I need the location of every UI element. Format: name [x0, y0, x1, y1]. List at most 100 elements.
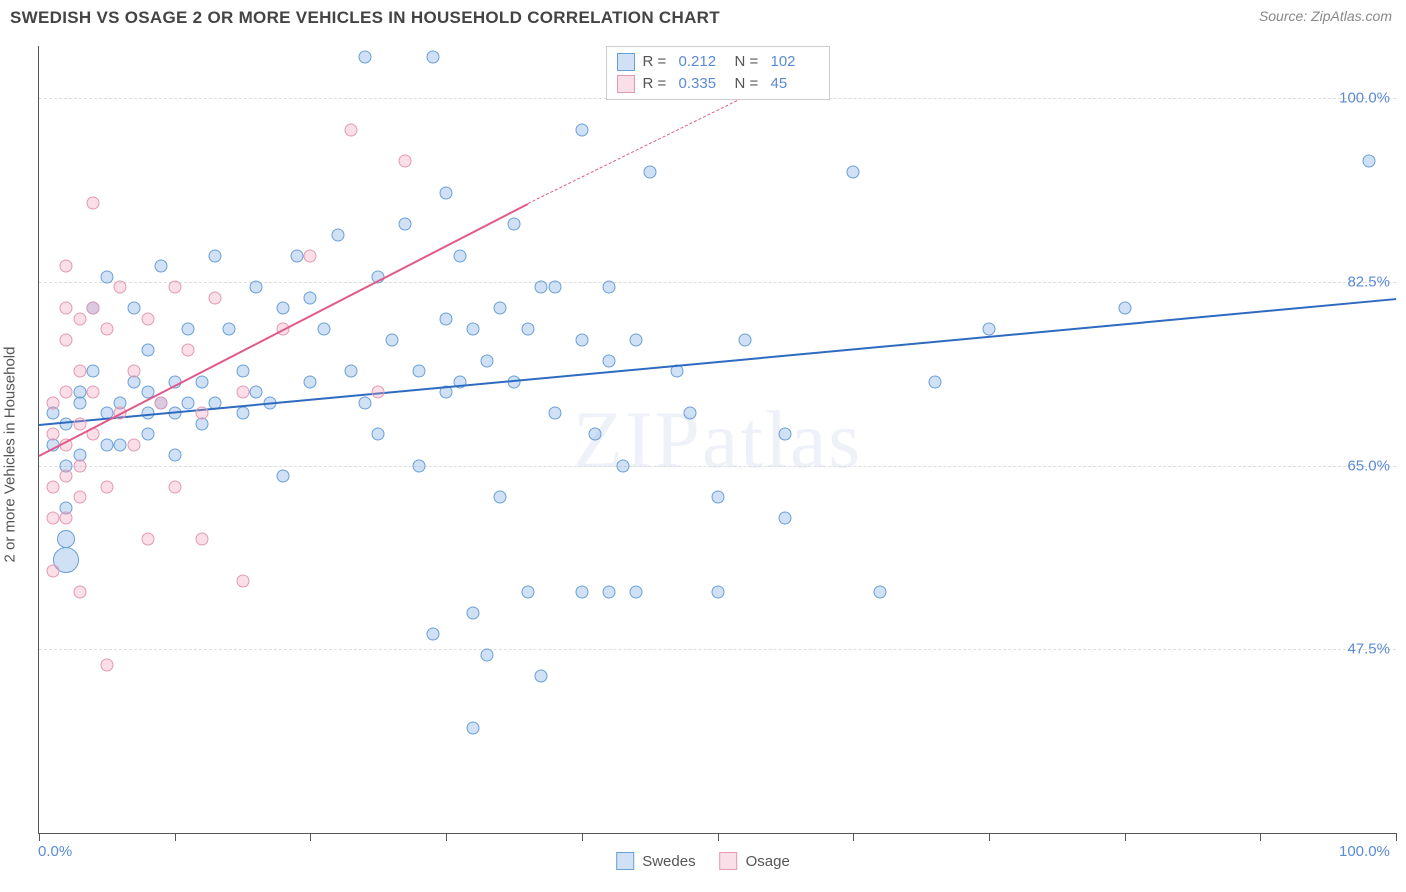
- x-tick: [1260, 833, 1261, 841]
- scatter-point: [345, 123, 358, 136]
- scatter-point: [548, 407, 561, 420]
- scatter-point: [277, 470, 290, 483]
- legend-item: Osage: [720, 852, 790, 870]
- scatter-point: [426, 50, 439, 63]
- scatter-point: [494, 491, 507, 504]
- legend-r-value: 0.212: [679, 51, 727, 73]
- scatter-point: [426, 627, 439, 640]
- scatter-point: [982, 323, 995, 336]
- x-tick: [39, 833, 40, 841]
- trend-line: [39, 298, 1396, 426]
- scatter-point: [399, 218, 412, 231]
- legend-r-label: R =: [643, 51, 671, 73]
- scatter-point: [372, 386, 385, 399]
- scatter-point: [73, 386, 86, 399]
- scatter-point: [209, 249, 222, 262]
- scatter-point: [46, 564, 59, 577]
- legend-n-value: 45: [771, 73, 819, 95]
- scatter-point: [141, 533, 154, 546]
- legend-n-label: N =: [735, 51, 763, 73]
- scatter-point: [535, 669, 548, 682]
- scatter-point: [317, 323, 330, 336]
- scatter-point: [168, 480, 181, 493]
- scatter-point: [73, 459, 86, 472]
- scatter-point: [114, 281, 127, 294]
- x-tick: [1125, 833, 1126, 841]
- x-tick-label: 100.0%: [1339, 843, 1390, 860]
- scatter-point: [630, 333, 643, 346]
- x-tick: [582, 833, 583, 841]
- scatter-point: [195, 375, 208, 388]
- scatter-point: [73, 417, 86, 430]
- scatter-point: [236, 365, 249, 378]
- legend-row: R = 0.212 N = 102: [617, 51, 819, 73]
- scatter-point: [141, 428, 154, 441]
- scatter-point: [480, 648, 493, 661]
- y-tick-label: 47.5%: [1347, 641, 1390, 658]
- scatter-point: [100, 659, 113, 672]
- x-tick: [446, 833, 447, 841]
- scatter-point: [195, 533, 208, 546]
- legend-n-value: 102: [771, 51, 819, 73]
- legend-swatch: [616, 852, 634, 870]
- scatter-point: [711, 585, 724, 598]
- scatter-point: [453, 249, 466, 262]
- scatter-point: [440, 312, 453, 325]
- scatter-point: [1362, 155, 1375, 168]
- scatter-point: [358, 396, 371, 409]
- scatter-point: [304, 291, 317, 304]
- scatter-point: [60, 512, 73, 525]
- scatter-point: [290, 249, 303, 262]
- scatter-point: [73, 585, 86, 598]
- scatter-point: [60, 333, 73, 346]
- scatter-point: [467, 722, 480, 735]
- scatter-point: [182, 323, 195, 336]
- scatter-point: [372, 428, 385, 441]
- scatter-point: [874, 585, 887, 598]
- scatter-point: [87, 302, 100, 315]
- legend-row: R =0.335N =45: [617, 73, 819, 95]
- gridline: [39, 282, 1396, 283]
- scatter-point: [127, 438, 140, 451]
- scatter-point: [73, 491, 86, 504]
- scatter-point: [779, 428, 792, 441]
- source-attribution: Source: ZipAtlas.com: [1259, 8, 1392, 24]
- legend-bottom: SwedesOsage: [616, 852, 790, 870]
- watermark: ZIPatlas: [573, 393, 862, 487]
- scatter-point: [100, 270, 113, 283]
- scatter-point: [60, 386, 73, 399]
- scatter-point: [195, 407, 208, 420]
- scatter-point: [168, 449, 181, 462]
- gridline: [39, 649, 1396, 650]
- legend-swatch: [720, 852, 738, 870]
- scatter-point: [87, 386, 100, 399]
- scatter-point: [304, 249, 317, 262]
- scatter-point: [521, 585, 534, 598]
- scatter-point: [209, 291, 222, 304]
- y-tick-label: 100.0%: [1339, 90, 1390, 107]
- scatter-point: [250, 281, 263, 294]
- scatter-point: [60, 302, 73, 315]
- scatter-point: [358, 50, 371, 63]
- scatter-point: [494, 302, 507, 315]
- scatter-point: [602, 281, 615, 294]
- scatter-point: [277, 302, 290, 315]
- x-tick: [175, 833, 176, 841]
- scatter-point: [222, 323, 235, 336]
- scatter-point: [73, 365, 86, 378]
- scatter-point: [507, 218, 520, 231]
- scatter-point: [399, 155, 412, 168]
- scatter-point: [236, 386, 249, 399]
- scatter-point: [127, 302, 140, 315]
- scatter-point: [46, 480, 59, 493]
- x-tick: [718, 833, 719, 841]
- scatter-point: [738, 333, 751, 346]
- scatter-point: [602, 354, 615, 367]
- scatter-point: [57, 530, 75, 548]
- scatter-point: [73, 312, 86, 325]
- scatter-point: [100, 323, 113, 336]
- scatter-point: [168, 281, 181, 294]
- scatter-point: [521, 323, 534, 336]
- scatter-point: [304, 375, 317, 388]
- scatter-point: [575, 123, 588, 136]
